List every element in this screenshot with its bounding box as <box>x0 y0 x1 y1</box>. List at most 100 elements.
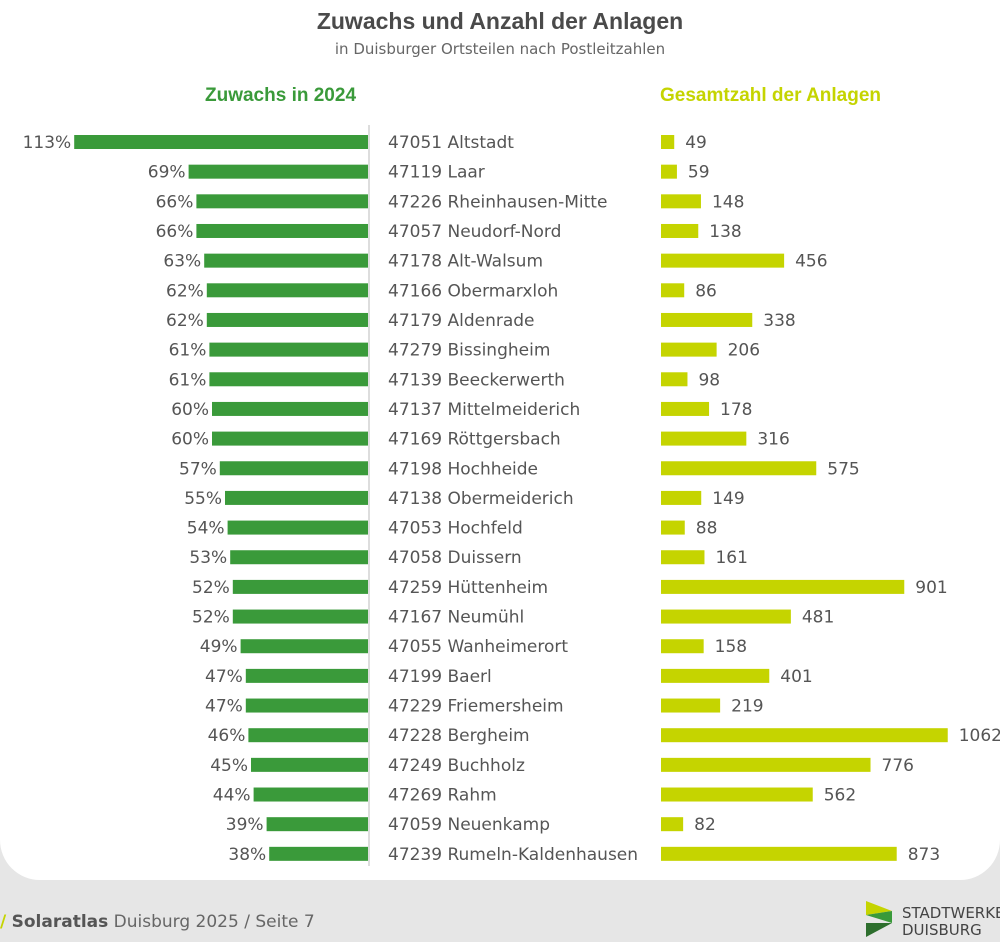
data-label-gesamtzahl: 575 <box>827 459 859 479</box>
bar-gesamtzahl <box>661 520 685 535</box>
bar-gesamtzahl <box>661 490 702 505</box>
bar-zuwachs <box>206 283 368 298</box>
category-label: 47279 Bissingheim <box>388 341 550 361</box>
data-label-gesamtzahl: 776 <box>882 756 914 776</box>
data-label-gesamtzahl: 316 <box>757 430 789 450</box>
data-label-zuwachs: 47% <box>205 697 243 717</box>
data-label-zuwachs: 47% <box>205 667 243 687</box>
data-label-zuwachs: 44% <box>213 786 251 806</box>
bar-gesamtzahl <box>661 461 817 476</box>
data-label-gesamtzahl: 562 <box>824 786 856 806</box>
bar-gesamtzahl <box>661 668 770 683</box>
stadtwerke-logo: STADTWERKE DUISBURG <box>866 901 1000 942</box>
bar-zuwachs <box>196 194 368 209</box>
category-label: 47249 Buchholz <box>388 756 525 776</box>
category-label: 47166 Obermarxloh <box>388 281 558 301</box>
bar-zuwachs <box>245 668 368 683</box>
category-label: 47059 Neuenkamp <box>388 815 550 835</box>
data-label-zuwachs: 63% <box>163 252 201 272</box>
bar-gesamtzahl <box>661 164 677 179</box>
bar-zuwachs <box>225 490 368 505</box>
data-label-gesamtzahl: 1062 <box>959 726 1000 746</box>
bar-zuwachs <box>269 846 368 861</box>
bar-zuwachs <box>209 372 368 387</box>
logo-line-2: DUISBURG <box>902 921 982 939</box>
data-label-zuwachs: 61% <box>169 370 207 390</box>
category-label: 47239 Rumeln-Kaldenhausen <box>388 845 638 865</box>
category-label: 47139 Beeckerwerth <box>388 370 565 390</box>
data-label-gesamtzahl: 219 <box>731 697 763 717</box>
chart-title: Zuwachs und Anzahl der Anlagen <box>316 8 684 34</box>
category-label: 47229 Friemersheim <box>388 697 564 717</box>
category-label: 47199 Baerl <box>388 667 492 687</box>
bar-gesamtzahl <box>661 609 791 624</box>
bar-zuwachs <box>253 787 368 802</box>
data-label-gesamtzahl: 149 <box>712 489 744 509</box>
data-label-gesamtzahl: 148 <box>712 192 744 212</box>
category-label: 47228 Bergheim <box>388 726 530 746</box>
bar-zuwachs <box>232 579 368 594</box>
bar-zuwachs <box>212 431 368 446</box>
data-label-gesamtzahl: 161 <box>715 548 747 568</box>
bar-gesamtzahl <box>661 728 948 743</box>
category-label: 47058 Duissern <box>388 548 522 568</box>
category-label: 47138 Obermeiderich <box>388 489 574 509</box>
bar-gesamtzahl <box>661 787 813 802</box>
series-heading-zuwachs: Zuwachs in 2024 <box>205 85 357 106</box>
bar-gesamtzahl <box>661 639 704 654</box>
bar-zuwachs <box>188 164 368 179</box>
category-label: 47055 Wanheimerort <box>388 637 568 657</box>
data-label-zuwachs: 45% <box>210 756 248 776</box>
data-label-zuwachs: 49% <box>200 637 238 657</box>
data-label-zuwachs: 62% <box>166 311 204 331</box>
series-heading-gesamtzahl: Gesamtzahl der Anlagen <box>660 85 882 106</box>
data-label-zuwachs: 60% <box>171 400 209 420</box>
data-label-zuwachs: 55% <box>184 489 222 509</box>
category-label: 47198 Hochheide <box>388 459 538 479</box>
data-label-gesamtzahl: 206 <box>728 341 760 361</box>
category-label: 47167 Neumühl <box>388 608 524 628</box>
category-label: 47051 Altstadt <box>388 133 514 153</box>
bar-gesamtzahl <box>661 698 721 713</box>
logo-mark-icon <box>866 901 892 937</box>
data-label-gesamtzahl: 178 <box>720 400 752 420</box>
data-label-zuwachs: 66% <box>156 192 194 212</box>
category-label: 47178 Alt-Walsum <box>388 252 543 272</box>
data-label-gesamtzahl: 138 <box>709 222 741 242</box>
bar-zuwachs <box>74 135 368 149</box>
data-label-gesamtzahl: 401 <box>780 667 812 687</box>
data-label-zuwachs: 61% <box>169 341 207 361</box>
footer: / Solaratlas Duisburg 2025 / Seite 7 <box>0 912 315 932</box>
bar-gesamtzahl <box>661 283 685 298</box>
data-label-zuwachs: 66% <box>156 222 194 242</box>
bar-gesamtzahl <box>661 431 747 446</box>
bar-zuwachs <box>196 223 368 238</box>
bar-gesamtzahl <box>661 194 701 209</box>
bar-zuwachs <box>266 817 368 832</box>
data-label-gesamtzahl: 901 <box>915 578 947 598</box>
bar-zuwachs <box>240 639 368 654</box>
footer-mark-icon: / <box>0 912 7 932</box>
data-label-zuwachs: 39% <box>226 815 264 835</box>
category-label: 47259 Hüttenheim <box>388 578 548 598</box>
bar-gesamtzahl <box>661 817 684 832</box>
bar-zuwachs <box>206 312 368 327</box>
bar-chart: 113% 47051 Altstadt 49 69% 47119 Laar 59 66% 47… <box>23 125 1000 866</box>
category-label: 47179 Aldenrade <box>388 311 535 331</box>
data-label-gesamtzahl: 88 <box>696 519 718 539</box>
data-label-zuwachs: 62% <box>166 281 204 301</box>
category-label: 47053 Hochfeld <box>388 519 523 539</box>
data-label-zuwachs: 52% <box>192 578 230 598</box>
category-label: 47057 Neudorf-Nord <box>388 222 561 242</box>
data-label-gesamtzahl: 338 <box>763 311 795 331</box>
footer-brand: Solaratlas <box>11 912 109 932</box>
data-label-zuwachs: 38% <box>228 845 266 865</box>
data-label-zuwachs: 46% <box>208 726 246 746</box>
bar-zuwachs <box>204 253 368 268</box>
data-label-gesamtzahl: 86 <box>695 281 717 301</box>
category-label: 47169 Röttgersbach <box>388 430 561 450</box>
bar-gesamtzahl <box>661 135 675 149</box>
bar-gesamtzahl <box>661 372 688 387</box>
data-label-gesamtzahl: 873 <box>908 845 940 865</box>
data-label-zuwachs: 54% <box>187 519 225 539</box>
